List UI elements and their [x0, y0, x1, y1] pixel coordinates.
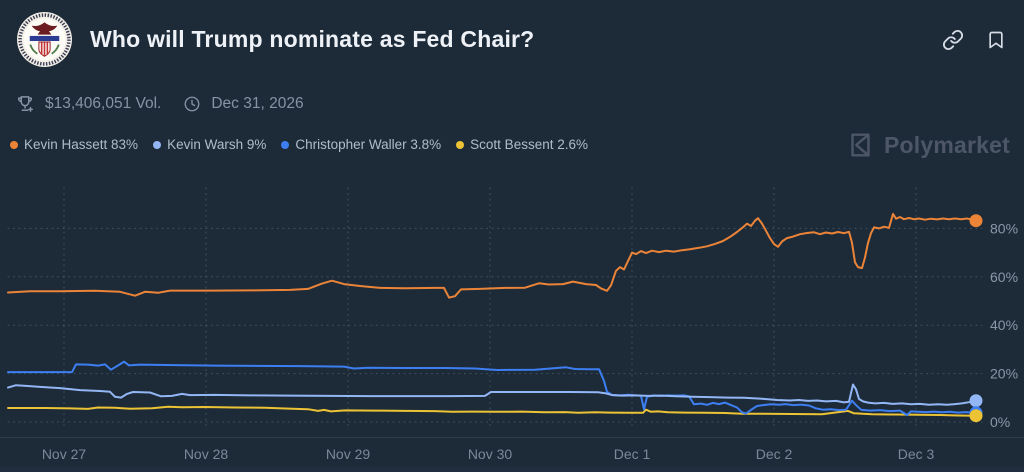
legend-item-kevin-warsh[interactable]: Kevin Warsh 9%: [153, 137, 266, 152]
x-axis-label: Nov 27: [42, 446, 87, 462]
legend-dot-yellow: [456, 140, 465, 149]
market-stats: $13,406,051 Vol. Dec 31, 2026: [15, 94, 312, 114]
series-line-kevin-warsh: [7, 383, 977, 406]
series-line-christopher-waller: [7, 360, 977, 416]
polymarket-logo-icon: [851, 133, 870, 157]
end-date-label: Dec 31, 2026: [211, 95, 304, 112]
x-axis-label: Dec 2: [756, 446, 793, 462]
legend-label: Kevin Hassett 83%: [24, 137, 139, 152]
page-title: Who will Trump nominate as Fed Chair?: [90, 25, 535, 52]
bookmark-icon[interactable]: [986, 29, 1006, 51]
legend-item-scott-bessent[interactable]: Scott Bessent 2.6%: [456, 137, 588, 152]
clock-icon: [184, 96, 200, 112]
x-axis-label: Dec 1: [614, 446, 651, 462]
series-line-kevin-hassett: [7, 212, 977, 299]
legend-item-christopher-waller[interactable]: Christopher Waller 3.8%: [281, 137, 441, 152]
x-axis-label: Dec 3: [898, 446, 935, 462]
chart-legend: Kevin Hassett 83% Kevin Warsh 9% Christo…: [10, 137, 588, 152]
y-axis-label: 20%: [990, 366, 1018, 382]
legend-label: Scott Bessent 2.6%: [470, 137, 588, 152]
legend-dot-orange: [10, 140, 18, 149]
copy-link-icon[interactable]: [942, 29, 964, 51]
header-actions: [942, 29, 1006, 51]
series-end-dot-kevin-warsh: [969, 394, 983, 408]
y-axis-label: 0%: [990, 414, 1010, 430]
volume-label: $13,406,051 Vol.: [45, 95, 162, 112]
legend-dot-light-blue: [153, 140, 162, 149]
series-end-dot-kevin-hassett: [969, 214, 983, 228]
legend-label: Christopher Waller 3.8%: [295, 137, 442, 152]
series-end-dot-scott-bessent: [969, 409, 983, 423]
legend-dot-blue: [281, 140, 290, 149]
federal-reserve-seal-logo: [17, 12, 72, 67]
y-axis-label: 40%: [990, 317, 1018, 333]
x-axis-label: Nov 28: [184, 446, 229, 462]
x-axis-label: Nov 29: [326, 446, 371, 462]
series-line-scott-bessent: [7, 405, 977, 417]
market-header: Who will Trump nominate as Fed Chair?: [16, 11, 1006, 68]
x-axis-label: Nov 30: [468, 446, 513, 462]
polymarket-watermark[interactable]: Polymarket: [845, 130, 1010, 160]
y-axis-label: 60%: [990, 269, 1018, 285]
bottom-strip: [0, 466, 1024, 472]
legend-label: Kevin Warsh 9%: [167, 137, 267, 152]
legend-item-kevin-hassett[interactable]: Kevin Hassett 83%: [10, 137, 138, 152]
leaderboard-trophy-icon: [17, 96, 33, 112]
y-axis-label: 80%: [990, 220, 1018, 236]
polymarket-wordmark: Polymarket: [883, 131, 1010, 158]
